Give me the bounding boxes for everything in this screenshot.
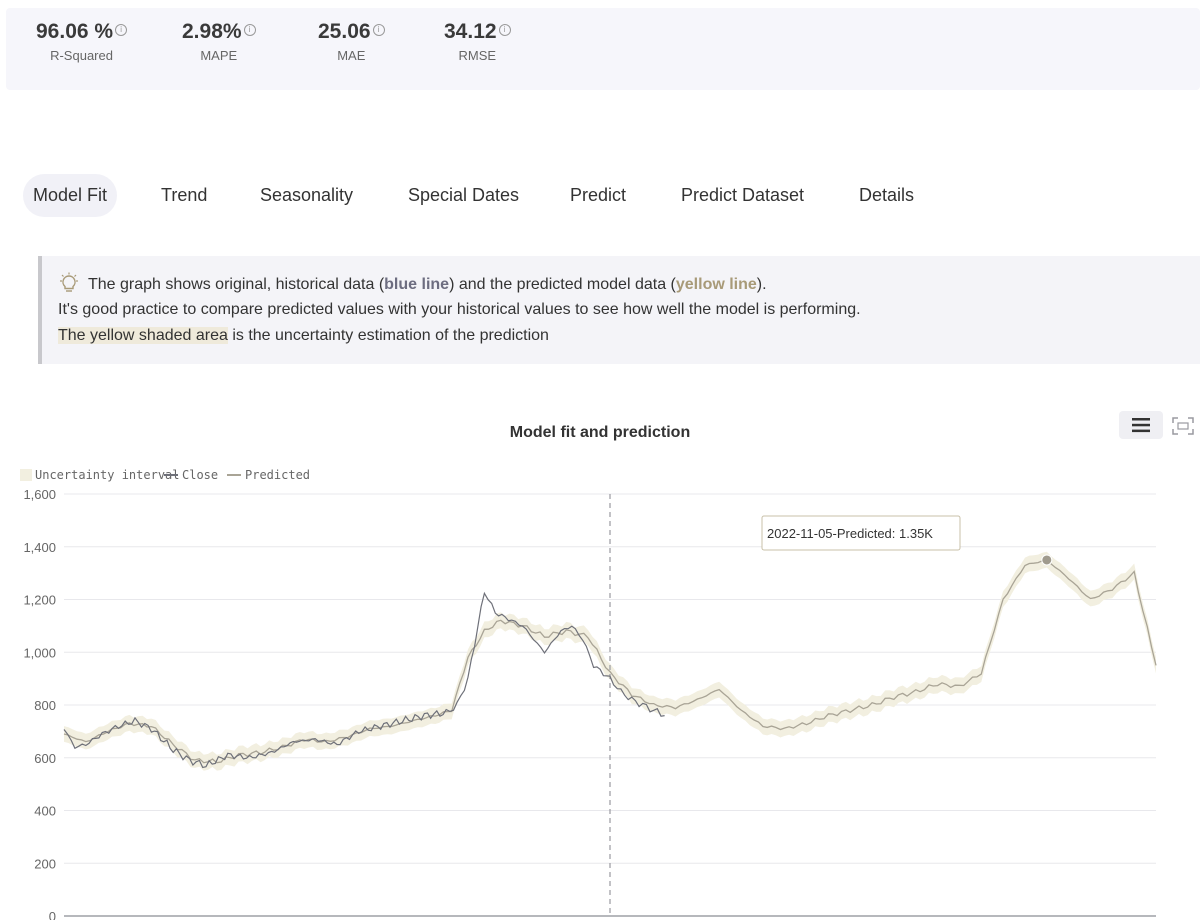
metric-value: 96.06 % xyxy=(36,20,114,43)
metric-label: RMSE xyxy=(458,48,497,63)
info-line-3: The yellow shaded area is the uncertaint… xyxy=(58,327,549,345)
tooltip-marker xyxy=(1041,554,1053,566)
legend-predicted: Predicted xyxy=(245,468,310,482)
metric-value: 25.06 xyxy=(318,20,371,43)
yellow-line-highlight: yellow line xyxy=(675,276,757,293)
y-tick-label: 0 xyxy=(49,909,56,920)
metrics-card: 96.06 % i R-Squared 2.98% i MAPE 25.06 i MA… xyxy=(6,8,1200,90)
legend-close: Close xyxy=(182,468,218,482)
fullscreen-icon xyxy=(1172,417,1194,435)
lightbulb-icon xyxy=(60,272,78,292)
close-series-line xyxy=(63,591,665,769)
info-box: The graph shows original, historical dat… xyxy=(38,256,1200,364)
chart-title: Model fit and prediction xyxy=(509,424,691,441)
y-tick-label: 1,200 xyxy=(23,593,56,608)
uncertainty-band xyxy=(64,551,1156,771)
tab-predict[interactable]: Predict xyxy=(570,185,627,205)
metric-label: MAE xyxy=(337,48,366,63)
tab-details[interactable]: Details xyxy=(859,185,915,205)
tab-seasonality[interactable]: Seasonality xyxy=(260,185,354,205)
info-icon[interactable]: i xyxy=(498,24,511,36)
tooltip-label: 2022-11-05-Predicted: 1.35K xyxy=(767,526,933,541)
info-text: is the uncertainty estimation of the pre… xyxy=(227,327,549,344)
y-tick-label: 800 xyxy=(34,698,56,713)
info-icon[interactable]: i xyxy=(372,24,385,36)
tab-trend[interactable]: Trend xyxy=(161,185,208,205)
legend-swatch-band xyxy=(20,469,32,481)
shaded-area-highlight: The yellow shaded area xyxy=(58,327,228,344)
info-icon[interactable]: i xyxy=(243,24,256,36)
y-tick-label: 1,400 xyxy=(23,540,56,555)
y-tick-label: 600 xyxy=(34,751,56,766)
tab-predict-dataset[interactable]: Predict Dataset xyxy=(681,185,805,205)
tab-special-dates[interactable]: Special Dates xyxy=(408,185,520,205)
metric-r-squared: 96.06 % i R-Squared xyxy=(36,20,128,63)
info-icon[interactable]: i xyxy=(115,24,128,36)
chart-menu-button[interactable] xyxy=(1119,411,1163,439)
blue-line-highlight: blue line xyxy=(384,276,450,293)
metric-label: R-Squared xyxy=(50,48,113,63)
y-tick-label: 1,600 xyxy=(23,487,56,502)
info-line-2: It's good practice to compare predicted … xyxy=(58,301,861,318)
y-tick-label: 400 xyxy=(34,804,56,819)
chart: 0 200 400 600 800 1,000 1,200 1,400 1,600 Uncerta… xyxy=(20,468,1157,920)
info-text: ) and the predicted model data ( xyxy=(449,276,676,293)
info-line-1: The graph shows original, historical dat… xyxy=(58,272,767,294)
y-tick-label: 200 xyxy=(34,856,56,871)
menu-icon xyxy=(1132,418,1150,433)
info-text: ). xyxy=(756,276,767,293)
fullscreen-button[interactable] xyxy=(1170,415,1196,437)
y-tick-label: 1,000 xyxy=(23,645,56,660)
metric-label: MAPE xyxy=(200,48,238,63)
metric-value: 2.98% xyxy=(182,20,242,43)
predicted-series-line xyxy=(63,558,1157,764)
tooltip-box xyxy=(761,515,961,551)
metric-mae: 25.06 i MAE xyxy=(318,20,385,63)
info-text: The graph shows original, historical dat… xyxy=(88,276,385,293)
legend-uncertainty: Uncertainty interval xyxy=(35,468,180,482)
tab-model-fit[interactable]: Model Fit xyxy=(23,174,118,217)
metric-rmse: 34.12 i RMSE xyxy=(444,20,511,63)
metric-value: 34.12 xyxy=(444,20,497,43)
metric-mape: 2.98% i MAPE xyxy=(182,20,256,63)
